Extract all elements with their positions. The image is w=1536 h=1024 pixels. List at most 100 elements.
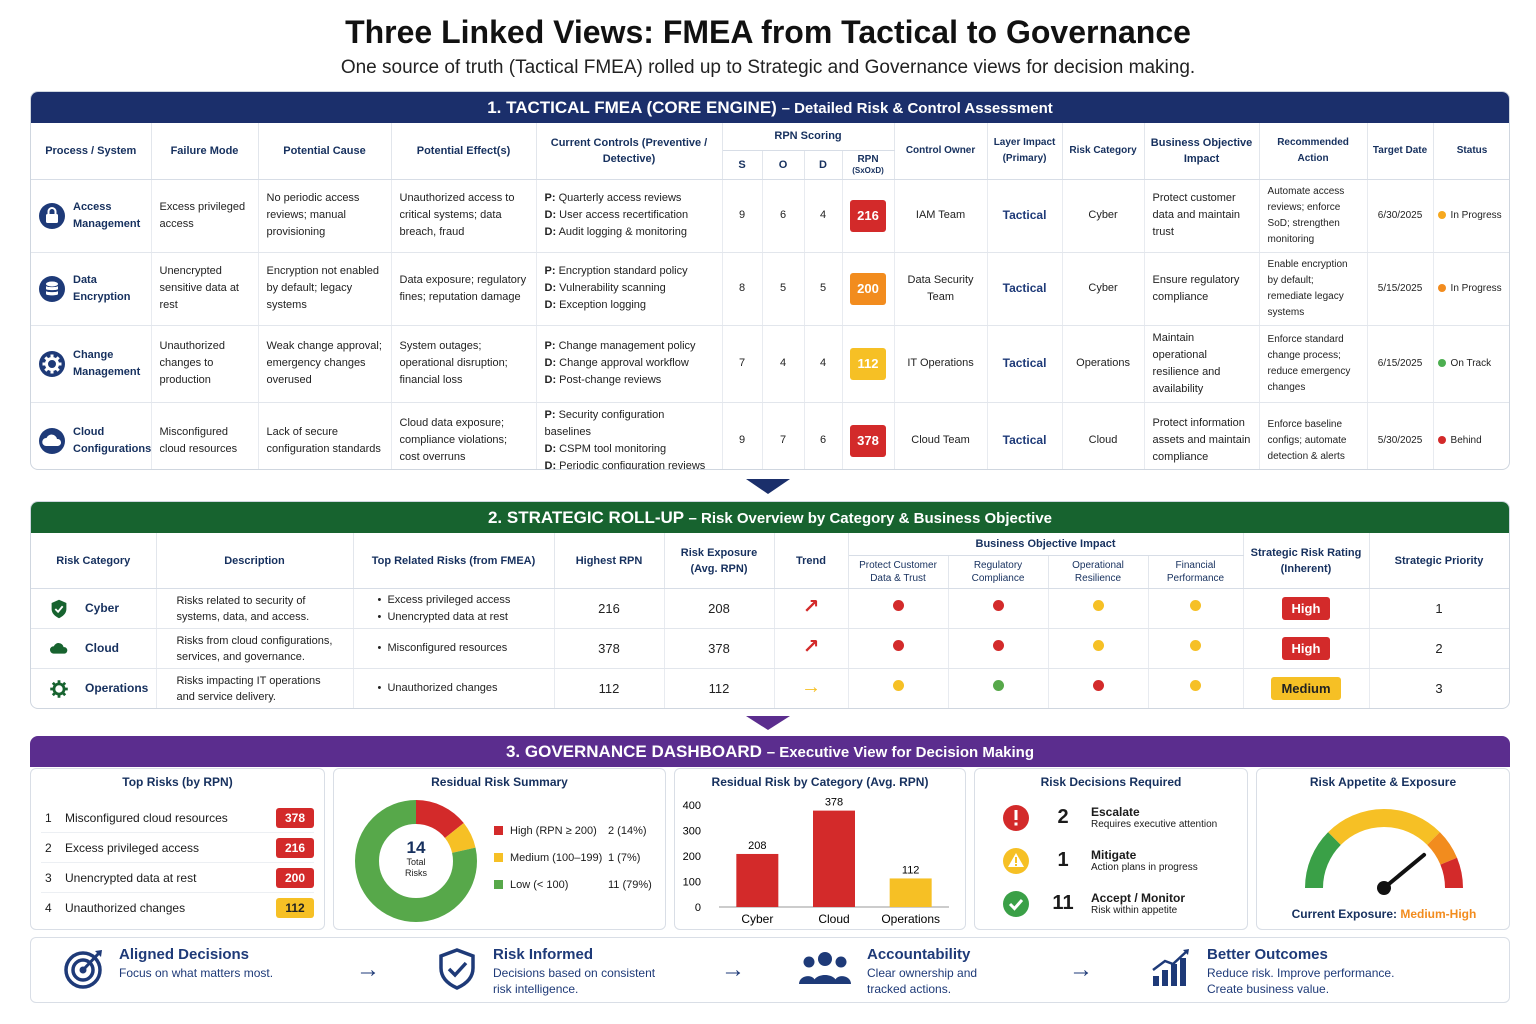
highest-rpn-cell: 112 bbox=[554, 668, 665, 708]
status-text: In Progress bbox=[1450, 283, 1502, 294]
y-tick-label: 300 bbox=[683, 826, 701, 838]
priority-cell: 1 bbox=[1369, 588, 1509, 629]
col-rpn-scoring: RPN Scoring bbox=[722, 123, 895, 151]
col-rpn: RPN (SxOxD) bbox=[842, 150, 895, 180]
decision-count: 2 bbox=[1057, 806, 1069, 828]
decision-desc: Action plans in progress bbox=[1091, 862, 1198, 873]
control-item: Quarterly access reviews bbox=[558, 192, 682, 204]
legend-label: Low (< 100) bbox=[510, 878, 569, 891]
y-tick-label: 200 bbox=[683, 851, 701, 863]
rating-cell: Medium bbox=[1243, 668, 1370, 708]
objective-cell: Maintain operational resilience and avai… bbox=[1144, 325, 1260, 403]
residual-category-panel: Residual Risk by Category (Avg. RPN) 400… bbox=[674, 768, 966, 930]
effect-cell: Data exposure; regulatory fines; reputat… bbox=[391, 252, 537, 326]
related-risk: Unencrypted data at rest bbox=[387, 610, 508, 623]
top-risks-cell: • Misconfigured resources bbox=[353, 628, 555, 669]
decision-desc: Risk within appetite bbox=[1091, 905, 1178, 916]
gauge-orange-band bbox=[1426, 832, 1458, 866]
gauge-yellow-band bbox=[1328, 809, 1440, 846]
control-item: Exception logging bbox=[559, 299, 647, 311]
failure-mode-cell: Unencrypted sensitive data at rest bbox=[151, 252, 259, 326]
top-risk-value: 378 bbox=[276, 807, 314, 828]
detection-cell: 4 bbox=[804, 179, 843, 253]
risk-appetite-title: Risk Appetite & Exposure bbox=[1309, 775, 1457, 789]
col-effect: Potential Effect(s) bbox=[391, 123, 537, 180]
decision-count: 11 bbox=[1052, 892, 1074, 914]
tactical-section: 1. TACTICAL FMEA (CORE ENGINE) – Detaile… bbox=[30, 91, 1510, 470]
col-impact-financial: Financial Performance bbox=[1148, 555, 1244, 589]
impact-dot bbox=[992, 600, 1004, 611]
trend-arrow-icon: ↗ bbox=[802, 595, 820, 618]
severity-cell: 7 bbox=[722, 325, 763, 403]
col-exposure: Risk Exposure (Avg. RPN) bbox=[664, 533, 775, 589]
cause-cell: Weak change approval; emergency changes … bbox=[258, 325, 392, 403]
status-dot bbox=[1437, 211, 1446, 220]
status-text: On Track bbox=[1450, 358, 1492, 369]
impact-dot bbox=[992, 640, 1004, 651]
footer-item-informed: Risk Informed Decisions based on consiste… bbox=[435, 946, 663, 997]
tactical-row: Access Management Excess privileged acces… bbox=[31, 179, 1509, 253]
gauge-red-band bbox=[1440, 857, 1464, 889]
alert-icon bbox=[1003, 804, 1029, 831]
failure-mode-cell: Excess privileged access bbox=[151, 179, 259, 253]
legend-swatch bbox=[494, 853, 503, 862]
top-risk-label: Unencrypted data at rest bbox=[65, 870, 197, 885]
exposure-cell: 112 bbox=[664, 668, 775, 708]
bar-cloud bbox=[813, 810, 855, 907]
top-risk-label: Unauthorized changes bbox=[65, 901, 186, 915]
team-icon bbox=[799, 952, 851, 984]
y-tick-label: 400 bbox=[683, 800, 701, 812]
col-target: Target Date bbox=[1367, 123, 1434, 180]
col-priority: Strategic Priority bbox=[1369, 533, 1509, 589]
page-subtitle: One source of truth (Tactical FMEA) roll… bbox=[340, 57, 1196, 78]
control-item: Change management policy bbox=[558, 340, 696, 352]
col-owner: Control Owner bbox=[894, 123, 988, 180]
layer-cell: Tactical bbox=[987, 325, 1063, 403]
control-prefix: D: bbox=[544, 374, 557, 386]
category-cell: Operations bbox=[1062, 325, 1145, 403]
objective-cell: Protect information assets and maintain … bbox=[1144, 402, 1260, 469]
process-cell: Cloud Configurations bbox=[31, 402, 152, 469]
process-cell: Data Encryption bbox=[31, 252, 152, 326]
trend-cell: → bbox=[774, 668, 849, 708]
gear-icon bbox=[39, 350, 65, 377]
description-cell: Risks related to security of systems, da… bbox=[156, 588, 354, 629]
top-risk-value: 216 bbox=[276, 837, 314, 858]
governance-header: 3. GOVERNANCE DASHBOARD – Executive View… bbox=[30, 736, 1510, 767]
bar-operations bbox=[889, 878, 932, 907]
status-cell: Behind bbox=[1433, 402, 1509, 469]
strategic-rollup-table: Risk Category Description Top Related Ri… bbox=[31, 533, 1509, 708]
cause-cell: No periodic access reviews; manual provi… bbox=[258, 179, 392, 253]
donut-total: 14 bbox=[406, 838, 426, 857]
owner-cell: Cloud Team bbox=[894, 402, 988, 469]
footer-item-accountability: Accountability Clear ownership and tracke… bbox=[797, 946, 992, 997]
effect-cell: System outages; operational disruption; … bbox=[391, 325, 537, 403]
governance-heading-sub: – Executive View for Decision Making bbox=[766, 744, 1035, 761]
decision-title: Accept / Monitor bbox=[1091, 891, 1186, 905]
impact-dot bbox=[1092, 600, 1104, 611]
governance-heading: 3. GOVERNANCE DASHBOARD bbox=[505, 742, 762, 761]
process-cell: Access Management bbox=[31, 179, 152, 253]
col-impact-regulatory: Regulatory Compliance bbox=[948, 555, 1049, 589]
warning-icon bbox=[1003, 847, 1029, 874]
cloud-icon bbox=[39, 427, 65, 454]
control-item: Post-change reviews bbox=[559, 374, 662, 386]
control-item: Audit logging & monitoring bbox=[558, 226, 687, 238]
residual-legend-item: Medium (100–199) 1 (7%) bbox=[494, 844, 652, 871]
status-dot bbox=[1437, 359, 1446, 368]
strategic-row: Cloud Risks from cloud configurations, se… bbox=[31, 628, 1509, 669]
failure-mode-cell: Unauthorized changes to production bbox=[151, 325, 259, 403]
process-cell: Change Management bbox=[31, 325, 152, 403]
process-name: Access Management bbox=[73, 200, 141, 230]
layer-cell: Tactical bbox=[987, 402, 1063, 469]
impact-dot-cell bbox=[1148, 628, 1244, 669]
effect-cell: Unauthorized access to critical systems;… bbox=[391, 179, 537, 253]
strategic-header: 2. STRATEGIC ROLL-UP – Risk Overview by … bbox=[31, 502, 1509, 533]
risk-category-cell: Cyber bbox=[31, 588, 157, 629]
legend-count: 1 (7%) bbox=[608, 851, 641, 864]
tactical-row: Cloud Configurations Misconfigured cloud … bbox=[31, 402, 1509, 469]
exposure-value: Medium-High bbox=[1400, 907, 1477, 921]
impact-dot bbox=[892, 680, 904, 691]
residual-summary-panel: Residual Risk Summary 14 Total Risks Hig… bbox=[333, 768, 666, 930]
col-risk-category: Risk Category bbox=[31, 533, 157, 589]
